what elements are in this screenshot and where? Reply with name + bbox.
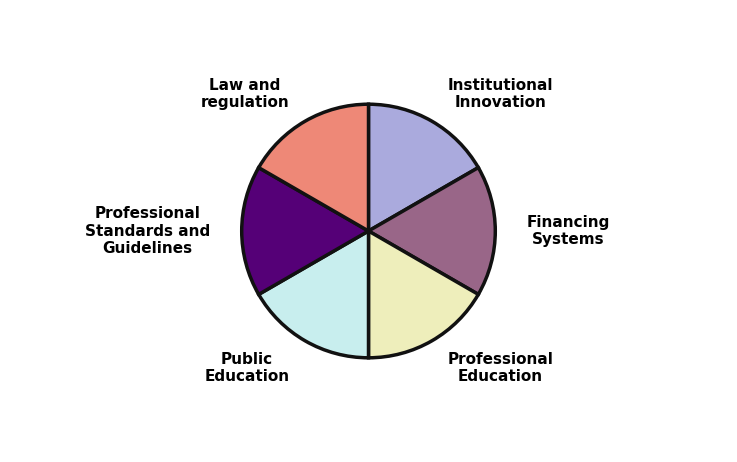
Wedge shape xyxy=(242,168,368,294)
Wedge shape xyxy=(368,168,495,294)
Wedge shape xyxy=(259,231,368,358)
Text: Financing
Systems: Financing Systems xyxy=(527,215,610,247)
Text: Public
Education: Public Education xyxy=(204,352,289,384)
Text: Professional
Standards and
Guidelines: Professional Standards and Guidelines xyxy=(85,206,210,256)
Wedge shape xyxy=(259,104,368,231)
Text: Law and
regulation: Law and regulation xyxy=(200,78,289,110)
Wedge shape xyxy=(368,231,478,358)
Wedge shape xyxy=(368,104,478,231)
Text: Professional
Education: Professional Education xyxy=(448,352,553,384)
Text: Institutional
Innovation: Institutional Innovation xyxy=(448,78,553,110)
